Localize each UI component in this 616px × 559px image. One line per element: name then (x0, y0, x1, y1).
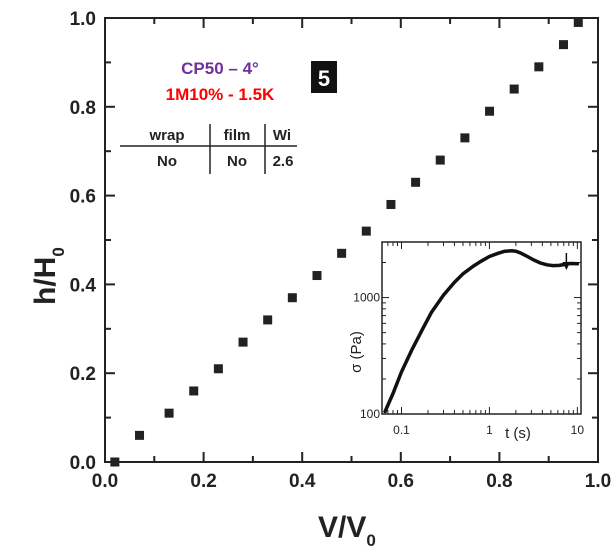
x-tick-label: 1.0 (585, 471, 611, 492)
data-point (485, 106, 495, 116)
data-point (534, 62, 544, 72)
data-point (135, 430, 145, 440)
arrow-head (562, 262, 571, 270)
main-tick-labels: 0.0 0.2 0.4 0.6 0.8 1.0 0.0 0.2 0.4 0.6 0.8 1.0 (70, 9, 612, 492)
panel-badge-number: 5 (318, 66, 330, 91)
data-point (435, 155, 445, 165)
data-point (238, 337, 248, 347)
y-tick-label: 1.0 (70, 9, 96, 30)
y-tick-label: 0.4 (70, 275, 97, 296)
inset-x-axis-label: t (s) (505, 425, 531, 442)
data-point (110, 457, 120, 467)
data-point (189, 386, 199, 396)
panel-badge (311, 61, 337, 93)
table-value-wi: 2.6 (273, 153, 294, 170)
table-header-wi: Wi (273, 127, 291, 144)
y-tick-label: 0.0 (70, 453, 96, 474)
table-header-film: film (224, 127, 251, 144)
data-point (337, 248, 347, 258)
data-point (287, 293, 297, 303)
inset-y-tick-label: 1000 (353, 291, 380, 305)
main-ticks (104, 17, 599, 463)
table-header-wrap: wrap (148, 127, 184, 144)
x-axis-label-main: V/V (318, 511, 366, 544)
data-point (386, 199, 396, 209)
inset-x-tick-label: 1 (486, 423, 493, 437)
table-value-wrap: No (157, 153, 177, 170)
legend-line-2: 1M10% - 1.5K (166, 85, 275, 104)
inset-y-tick-label: 100 (360, 407, 380, 421)
x-axis-label-subscript: 0 (366, 531, 375, 550)
inset-chart: 0.1 1 10 100 1000 t (s) σ (Pa) (348, 241, 584, 442)
x-axis-label: V/V0 (318, 511, 376, 550)
y-tick-label: 0.2 (70, 364, 96, 385)
x-tick-label: 0.4 (289, 471, 316, 492)
data-point (312, 271, 322, 281)
inset-frame (381, 241, 582, 415)
legend-line-1: CP50 – 4° (181, 59, 259, 78)
inset-arrow-marker (562, 253, 571, 270)
x-tick-label: 0.2 (190, 471, 216, 492)
data-point (263, 315, 273, 325)
x-tick-label: 0.6 (388, 471, 414, 492)
table-value-film: No (227, 153, 247, 170)
data-point (509, 84, 519, 94)
inset-x-tick-label: 0.1 (393, 423, 410, 437)
data-point (558, 40, 568, 50)
data-point (460, 133, 470, 143)
x-tick-label: 0.8 (486, 471, 512, 492)
main-data-points (110, 17, 583, 467)
data-point (573, 17, 583, 27)
conditions-table: wrap film Wi No No 2.6 (120, 124, 297, 174)
y-tick-label: 0.8 (70, 98, 96, 119)
data-point (164, 408, 174, 418)
x-tick-label: 0.0 (92, 471, 118, 492)
y-axis-label-subscript: 0 (49, 247, 68, 256)
data-point (411, 177, 421, 187)
inset-x-tick-label: 10 (571, 423, 585, 437)
data-point (213, 364, 223, 374)
inset-stress-curve (383, 249, 580, 414)
inset-ticks (381, 241, 581, 415)
y-tick-label: 0.6 (70, 187, 96, 208)
inset-y-axis-label: σ (Pa) (348, 331, 365, 373)
data-point (361, 226, 371, 236)
y-axis-label-main: h/H (29, 257, 62, 305)
inset-tick-labels: 0.1 1 10 100 1000 (353, 291, 584, 437)
y-axis-label: h/H0 (29, 247, 68, 305)
